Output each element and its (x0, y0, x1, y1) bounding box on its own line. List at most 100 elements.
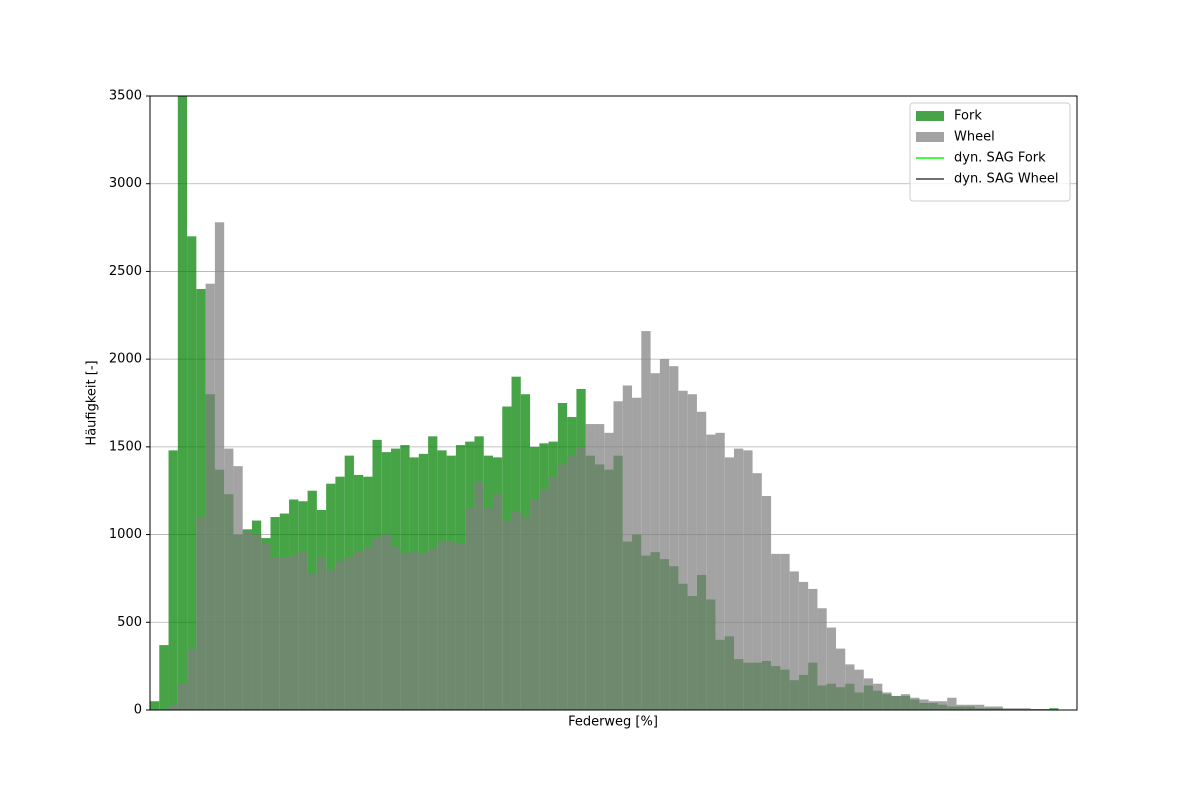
bar (261, 543, 271, 710)
bar (910, 697, 920, 710)
bar (780, 553, 790, 710)
bar (752, 473, 762, 710)
y-tick-label: 500 (117, 615, 142, 630)
bar (826, 627, 836, 710)
bar (984, 706, 994, 710)
legend-label: dyn. SAG Fork (954, 151, 1046, 166)
y-tick-label: 2000 (109, 352, 142, 367)
bar (975, 704, 985, 710)
bar (455, 543, 466, 710)
bar (669, 366, 679, 710)
bar (724, 457, 735, 710)
bar (845, 664, 855, 710)
bar (632, 397, 642, 710)
bar (353, 552, 364, 710)
bar (613, 401, 623, 710)
legend-label: Wheel (954, 130, 995, 145)
bar (567, 455, 577, 710)
bar (492, 494, 503, 710)
bar (289, 555, 299, 710)
bar (947, 697, 957, 710)
bar (928, 701, 938, 710)
y-tick-label: 3000 (109, 176, 142, 191)
bar (159, 645, 169, 710)
y-tick-label: 1000 (109, 527, 142, 542)
bar (446, 541, 456, 710)
bar (993, 706, 1003, 710)
bar (400, 553, 410, 710)
bar (205, 283, 215, 710)
bar (789, 571, 799, 710)
bar (511, 511, 521, 710)
y-tick-label: 2500 (109, 264, 142, 279)
bar (251, 534, 262, 710)
bar (177, 96, 188, 710)
bar (270, 557, 280, 710)
bar (150, 701, 160, 710)
bar (937, 701, 948, 710)
bar (344, 557, 354, 710)
bar (761, 495, 772, 710)
bar (474, 481, 484, 710)
bar (965, 704, 976, 710)
legend-label: Fork (954, 109, 982, 124)
bar (196, 288, 206, 710)
bar (585, 424, 595, 710)
bar (808, 588, 818, 710)
bar (326, 569, 336, 710)
y-tick-label: 0 (134, 703, 142, 718)
bar (900, 694, 911, 710)
bar (530, 499, 540, 710)
bar (483, 508, 493, 710)
bar (335, 560, 345, 710)
bar (502, 520, 512, 710)
bar (650, 373, 660, 710)
bar (835, 648, 846, 710)
bar (659, 359, 670, 710)
bar (863, 678, 874, 710)
bar (687, 394, 697, 710)
bar (873, 683, 883, 710)
bar (771, 553, 781, 710)
bar (854, 669, 864, 710)
y-tick-label: 3500 (109, 89, 142, 104)
bar (1002, 708, 1013, 710)
legend-box (909, 102, 1071, 202)
bar (678, 390, 688, 710)
bar (641, 331, 651, 710)
bar (224, 448, 234, 710)
bar (1012, 708, 1022, 710)
bar (363, 546, 373, 710)
bar (604, 432, 614, 710)
legend-swatch (916, 111, 944, 121)
bar (437, 541, 447, 710)
bar (706, 434, 716, 710)
bar (465, 508, 475, 710)
bar (242, 531, 252, 710)
bar (196, 517, 206, 710)
bar (279, 557, 290, 710)
bar (622, 385, 633, 710)
bar (715, 432, 725, 710)
bar (891, 695, 901, 710)
bar (576, 446, 586, 710)
bar (187, 648, 197, 710)
bar (307, 573, 317, 710)
x-axis-label: Federweg [%] (568, 715, 658, 730)
bar (372, 538, 382, 710)
bar (798, 581, 809, 710)
bar (168, 704, 178, 710)
bar (594, 424, 605, 710)
series (168, 222, 1059, 710)
bar (520, 517, 531, 710)
bar (539, 488, 549, 710)
bar (882, 692, 892, 710)
y-axis-label: Häufigkeit [-] (85, 360, 100, 445)
bar (548, 476, 558, 710)
legend-swatch (916, 132, 944, 142)
bar (734, 448, 744, 710)
bar (418, 553, 429, 710)
legend-label: dyn. SAG Wheel (954, 172, 1059, 187)
bar (391, 546, 401, 710)
